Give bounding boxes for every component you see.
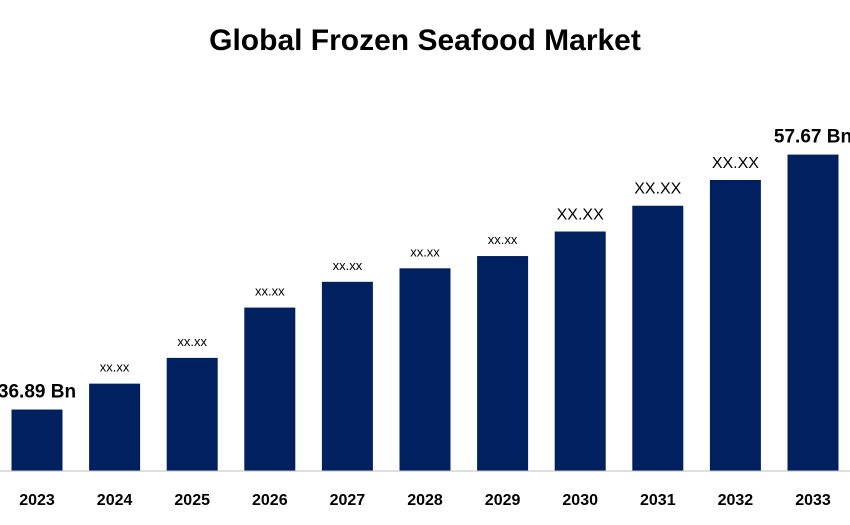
bar [321,281,373,471]
value-label: XX.XX [712,155,759,172]
bar [244,307,296,471]
x-tick-label: 2029 [485,492,521,509]
x-tick-label: 2023 [19,492,55,509]
value-label: 36.89 Bn [0,382,76,403]
bar [787,154,839,471]
bar [11,409,63,471]
x-tick-label: 2031 [640,492,676,509]
x-tick-label: 2032 [718,492,754,509]
x-tick-label: 2030 [562,492,598,509]
chart-title: Global Frozen Seafood Market [209,24,641,57]
value-label: 57.67 Bn [774,127,850,148]
x-tick-label: 2025 [174,492,210,509]
x-tick-label: 2028 [407,492,443,509]
value-label: XX.XX [557,207,604,224]
x-tick-label: 2033 [795,492,831,509]
value-label: xx.xx [410,244,440,259]
value-label: xx.xx [177,334,207,349]
value-label: xx.xx [100,360,130,375]
x-tick-label: 2027 [330,492,366,509]
x-tick-label: 2026 [252,492,288,509]
x-tick-label: 2024 [97,492,133,509]
value-label: XX.XX [634,181,681,198]
bar [709,179,761,472]
bar [166,357,218,471]
value-label: xx.xx [333,258,363,273]
value-label: xx.xx [488,232,518,247]
bar [89,383,141,471]
bar [554,231,606,471]
bar [477,256,529,471]
bar [399,268,451,471]
bar [632,205,684,472]
value-label: xx.xx [255,284,285,299]
